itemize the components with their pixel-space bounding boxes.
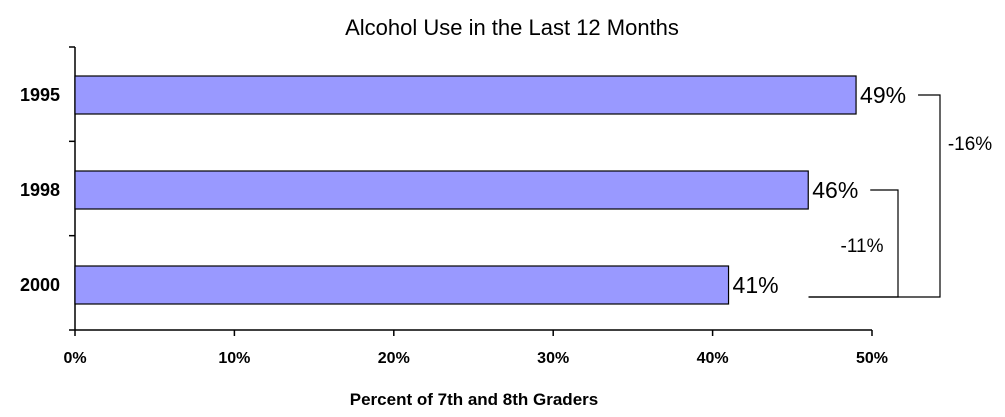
change-bracket <box>808 189 899 298</box>
y-tick-label: 1995 <box>20 85 60 105</box>
bar <box>74 75 857 115</box>
x-tick-label: 40% <box>697 350 729 367</box>
plot-area: 0% 10% 20% 30% 40% 50% 1995 49% 1998 46% 2000 41% -1… <box>20 46 992 367</box>
x-tick-label: 50% <box>856 350 888 367</box>
chart-title: Alcohol Use in the Last 12 Months <box>345 15 679 40</box>
y-tick-label: 1998 <box>20 180 60 200</box>
x-tick-label: 10% <box>218 350 250 367</box>
change-label: -16% <box>948 134 992 155</box>
bar <box>74 265 730 305</box>
data-label: 41% <box>733 272 779 298</box>
change-label: -11% <box>841 236 884 257</box>
x-tick-label: 20% <box>378 350 410 367</box>
x-tick-label: 30% <box>537 350 569 367</box>
data-label: 46% <box>812 177 858 203</box>
bar <box>74 170 809 210</box>
x-tick-label: 0% <box>63 350 86 367</box>
data-label: 49% <box>860 82 906 108</box>
y-tick-label: 2000 <box>20 275 60 295</box>
x-axis-label: Percent of 7th and 8th Graders <box>350 390 598 409</box>
